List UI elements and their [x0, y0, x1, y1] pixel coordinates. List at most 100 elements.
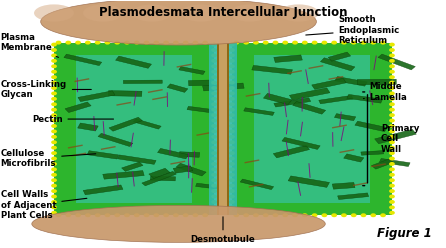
Ellipse shape [34, 4, 74, 22]
Ellipse shape [181, 4, 221, 22]
Ellipse shape [66, 41, 71, 45]
Ellipse shape [389, 48, 395, 52]
Text: Desmotubule: Desmotubule [190, 217, 256, 245]
Ellipse shape [389, 108, 395, 112]
Ellipse shape [322, 41, 327, 45]
Ellipse shape [211, 194, 217, 198]
Ellipse shape [211, 97, 217, 101]
Ellipse shape [389, 124, 395, 128]
Bar [274, 55, 302, 62]
Ellipse shape [233, 213, 239, 217]
Ellipse shape [183, 41, 189, 45]
Bar [167, 84, 188, 92]
Ellipse shape [243, 41, 249, 45]
Bar [289, 88, 330, 100]
Ellipse shape [51, 54, 57, 58]
Ellipse shape [229, 59, 235, 63]
Ellipse shape [144, 41, 149, 45]
Ellipse shape [211, 162, 217, 166]
Ellipse shape [229, 81, 235, 85]
Bar [361, 151, 384, 155]
Ellipse shape [75, 213, 81, 217]
Ellipse shape [211, 124, 217, 128]
Bar [328, 52, 351, 61]
Text: Plasma
Membrane: Plasma Membrane [1, 33, 58, 58]
Ellipse shape [211, 64, 217, 68]
Ellipse shape [389, 200, 395, 204]
Ellipse shape [83, 4, 123, 22]
Ellipse shape [229, 140, 235, 144]
Ellipse shape [134, 41, 140, 45]
Ellipse shape [163, 213, 169, 217]
Bar [116, 56, 152, 68]
Ellipse shape [389, 156, 395, 160]
Ellipse shape [211, 43, 217, 47]
Ellipse shape [389, 135, 395, 139]
Bar [179, 67, 205, 74]
Ellipse shape [51, 59, 57, 63]
Ellipse shape [173, 41, 179, 45]
Ellipse shape [279, 4, 318, 22]
Bar [117, 155, 156, 164]
Ellipse shape [51, 70, 57, 74]
Ellipse shape [211, 146, 217, 150]
Ellipse shape [229, 75, 235, 79]
Ellipse shape [229, 178, 235, 182]
Bar [338, 193, 369, 200]
Ellipse shape [389, 92, 395, 95]
Ellipse shape [229, 108, 235, 112]
Ellipse shape [51, 97, 57, 101]
Ellipse shape [56, 213, 62, 217]
Ellipse shape [51, 119, 57, 123]
Ellipse shape [389, 86, 395, 90]
Bar [375, 129, 416, 144]
Ellipse shape [389, 189, 395, 193]
Ellipse shape [211, 81, 217, 85]
Ellipse shape [211, 140, 217, 144]
Bar [157, 149, 189, 159]
Ellipse shape [211, 108, 217, 112]
Ellipse shape [211, 54, 217, 58]
Ellipse shape [361, 213, 366, 217]
Ellipse shape [51, 146, 57, 150]
Ellipse shape [51, 194, 57, 198]
Ellipse shape [282, 41, 288, 45]
Bar [150, 176, 176, 181]
Ellipse shape [202, 41, 208, 45]
Ellipse shape [389, 211, 395, 215]
Text: Middle
Lamella: Middle Lamella [363, 82, 408, 102]
Ellipse shape [229, 48, 235, 52]
Bar [149, 168, 170, 179]
Ellipse shape [211, 102, 217, 106]
Ellipse shape [389, 119, 395, 123]
Ellipse shape [51, 205, 57, 209]
Ellipse shape [41, 0, 316, 45]
Ellipse shape [51, 124, 57, 128]
Bar [274, 98, 311, 107]
Bar [176, 163, 206, 176]
Bar [319, 95, 353, 104]
Ellipse shape [351, 41, 357, 45]
Ellipse shape [75, 41, 81, 45]
Ellipse shape [211, 205, 217, 209]
Bar [76, 55, 192, 203]
Bar [252, 65, 293, 74]
Ellipse shape [229, 146, 235, 150]
Ellipse shape [302, 41, 308, 45]
Ellipse shape [211, 59, 217, 63]
Bar [332, 183, 355, 189]
Ellipse shape [51, 48, 57, 52]
Ellipse shape [351, 213, 357, 217]
Ellipse shape [229, 113, 235, 117]
Ellipse shape [331, 41, 337, 45]
Ellipse shape [229, 102, 235, 106]
Bar [108, 91, 142, 96]
Ellipse shape [51, 108, 57, 112]
Text: Cross-Linking
Glycan: Cross-Linking Glycan [1, 80, 91, 99]
Bar [188, 80, 211, 86]
Bar [122, 162, 143, 171]
Bar [372, 159, 393, 169]
Ellipse shape [153, 41, 159, 45]
Ellipse shape [51, 64, 57, 68]
Bar [103, 171, 144, 179]
